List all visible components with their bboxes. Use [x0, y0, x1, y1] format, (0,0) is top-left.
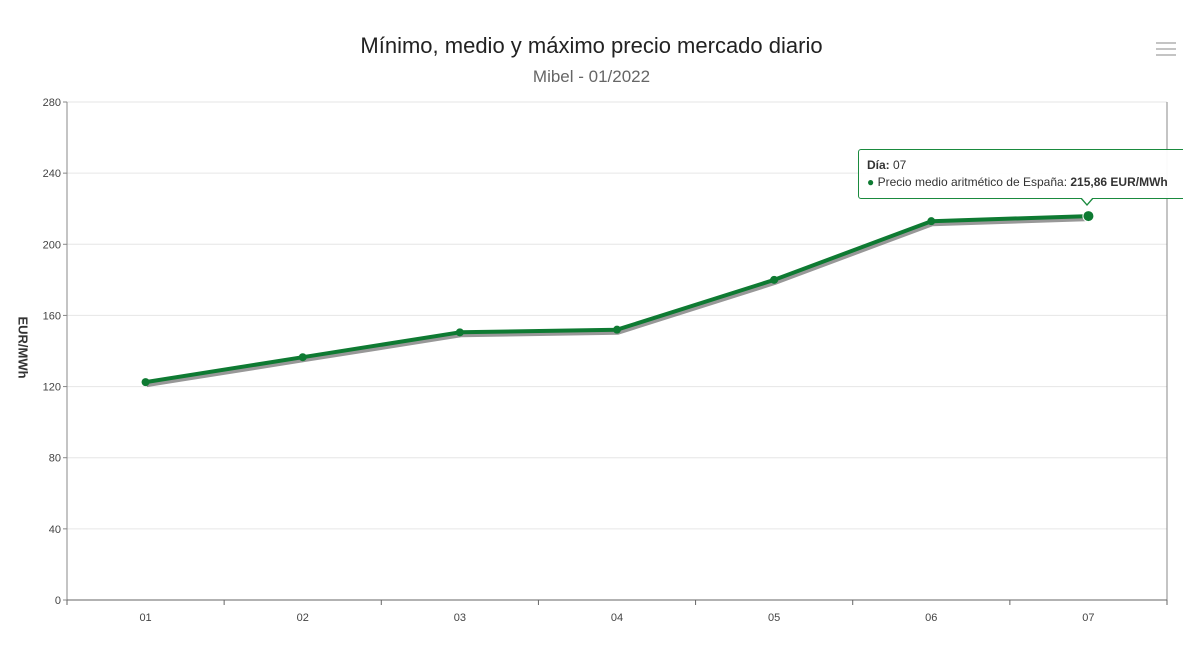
data-point [927, 217, 936, 226]
x-tick-label: 01 [139, 612, 151, 624]
x-tick-label: 06 [925, 612, 937, 624]
tooltip: Día: 07 ● Precio medio aritmético de Esp… [858, 149, 1183, 199]
y-tick-label: 80 [49, 453, 61, 465]
y-tick-label: 240 [43, 168, 61, 180]
x-tick-label: 07 [1082, 612, 1094, 624]
y-tick-label: 0 [55, 595, 61, 607]
chart-subtitle: Mibel - 01/2022 [532, 67, 651, 86]
x-tick-label: 03 [454, 612, 466, 624]
y-tick-label: 40 [49, 524, 61, 536]
tooltip-day-value: 07 [889, 158, 907, 172]
tooltip-series-dot: ● [867, 175, 875, 189]
tooltip-day-label: Día: [867, 158, 890, 172]
y-tick-label: 120 [43, 382, 61, 394]
data-point [141, 378, 150, 387]
y-tick-label: 200 [43, 239, 61, 251]
tooltip-pointer-inner [1081, 197, 1093, 204]
data-point [455, 328, 464, 337]
x-tick-label: 02 [297, 612, 309, 624]
data-point [298, 353, 307, 362]
y-tick-label: 280 [43, 97, 61, 109]
y-tick-label: 160 [43, 310, 61, 322]
x-tick-label: 04 [611, 612, 623, 624]
data-point [770, 275, 779, 284]
hamburger-menu-icon[interactable] [1156, 42, 1176, 58]
series-line [145, 214, 1089, 385]
data-point [1082, 210, 1095, 223]
tooltip-series-value: 215,86 EUR/MWh [1070, 175, 1168, 189]
data-point [613, 325, 621, 334]
x-tick-label: 05 [768, 612, 780, 624]
tooltip-series-label: Precio medio aritmético de España: [877, 175, 1071, 189]
chart-title: Mínimo, medio y máximo precio mercado di… [360, 33, 823, 58]
